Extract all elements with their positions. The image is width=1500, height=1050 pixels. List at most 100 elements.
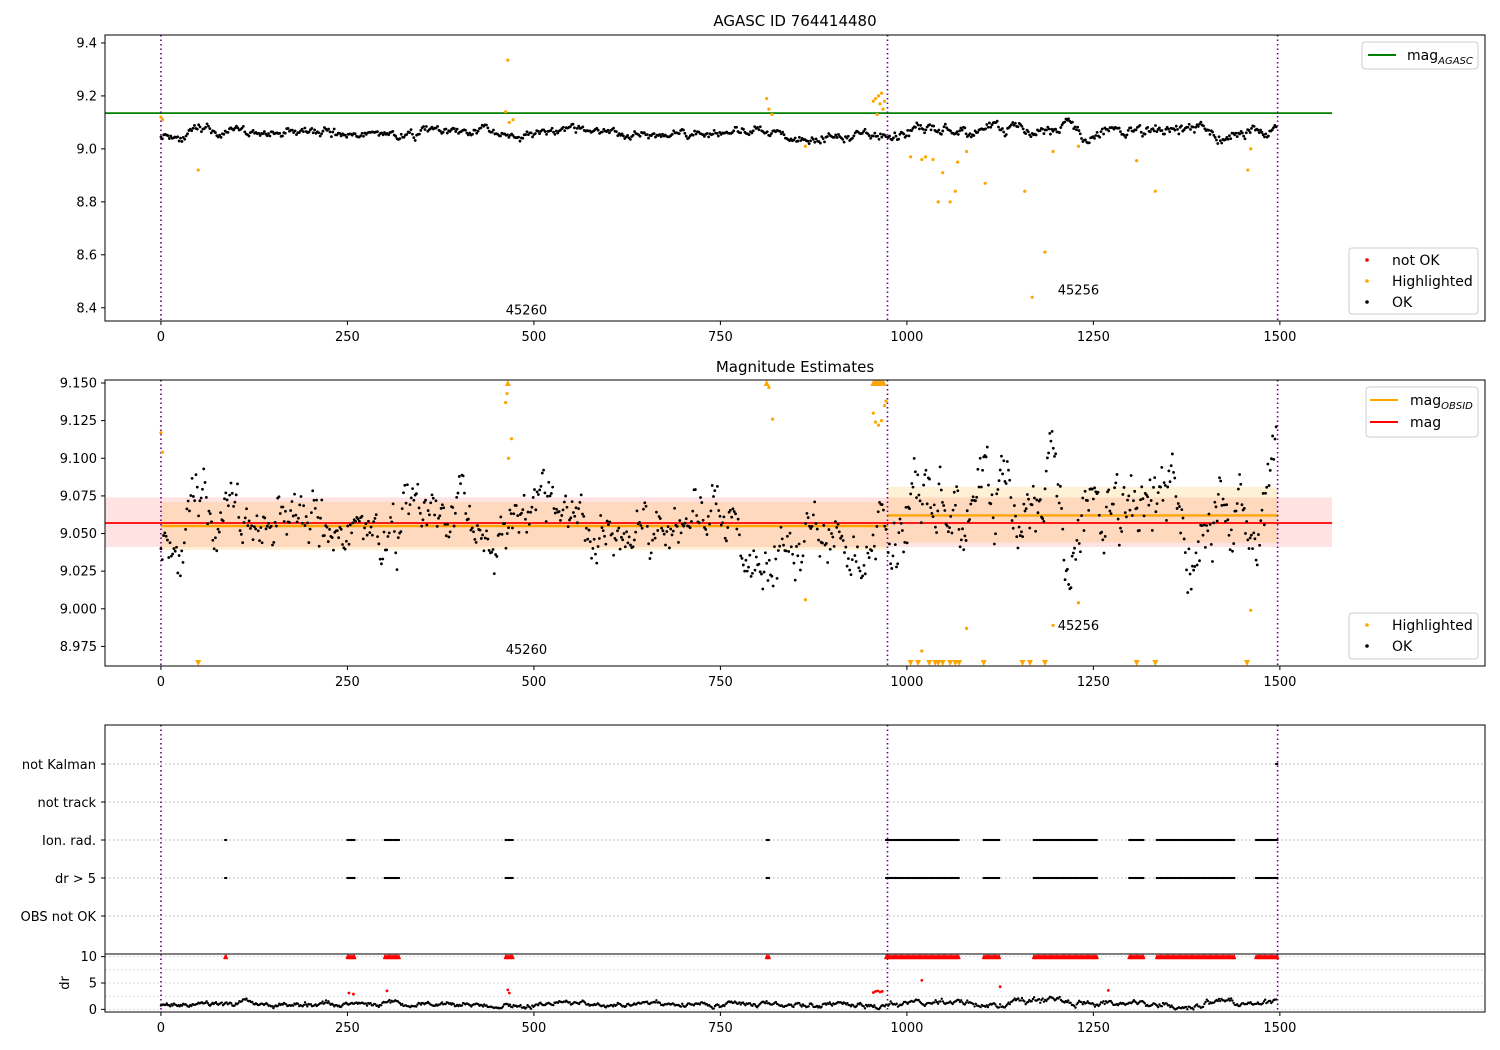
ok-point	[263, 516, 267, 520]
ok-point	[258, 134, 262, 137]
ok-point	[417, 132, 421, 136]
ok-point	[752, 549, 756, 553]
ok-point	[991, 516, 995, 520]
ok-point	[1095, 130, 1099, 134]
ok-point	[823, 140, 826, 144]
x-tick-label: 1000	[890, 330, 923, 345]
dr-point	[452, 1002, 455, 1006]
dr-point	[327, 1000, 330, 1003]
ok-point	[866, 551, 870, 555]
ok-point	[1228, 548, 1232, 552]
ok-point	[1174, 495, 1178, 498]
flag-point	[397, 876, 401, 880]
ok-point	[193, 499, 197, 503]
y-tick-label: 9.2	[76, 89, 97, 104]
ok-point	[742, 128, 745, 131]
ok-point	[207, 509, 211, 513]
dr-point	[1019, 999, 1022, 1002]
ok-point	[1070, 554, 1074, 558]
ok-point	[1255, 563, 1259, 567]
ok-point	[1076, 125, 1080, 129]
ok-point	[293, 492, 296, 496]
ok-point	[1213, 135, 1217, 139]
ok-point	[1217, 135, 1221, 139]
legend-label: Highlighted	[1392, 274, 1473, 290]
ok-point	[876, 510, 880, 514]
ok-point	[393, 530, 396, 533]
ok-point	[974, 499, 977, 503]
dr-point	[296, 1002, 300, 1006]
ok-point	[949, 515, 953, 518]
dr-point	[233, 1004, 236, 1007]
ok-point	[1176, 502, 1180, 505]
ok-point	[825, 135, 829, 138]
ok-point	[1109, 512, 1113, 515]
ok-point	[363, 526, 366, 530]
dr-point	[320, 1002, 323, 1005]
ok-point	[1033, 496, 1036, 500]
dr-point	[180, 1004, 184, 1007]
dr-point	[698, 1003, 701, 1006]
ok-point	[899, 521, 903, 525]
ok-point	[638, 134, 642, 138]
ok-point	[821, 541, 824, 545]
ok-point	[264, 527, 268, 531]
ok-point	[167, 137, 171, 140]
highlighted-point	[936, 200, 940, 204]
ok-point	[376, 130, 379, 134]
ok-point	[871, 533, 875, 537]
ok-point	[313, 128, 317, 132]
ok-point	[978, 456, 982, 460]
ok-point	[411, 132, 414, 136]
ok-point	[444, 127, 448, 131]
ok-point	[1103, 535, 1107, 538]
ok-point	[1237, 487, 1240, 491]
ok-point	[642, 507, 645, 511]
ok-point	[1139, 498, 1142, 502]
ok-point	[529, 131, 533, 135]
ok-point	[588, 540, 592, 544]
ok-point	[1008, 478, 1012, 482]
ok-point	[249, 526, 252, 530]
ok-point	[473, 538, 477, 541]
ok-point	[208, 512, 212, 515]
clipped-high-marker	[504, 380, 511, 386]
ok-point	[448, 530, 452, 534]
ok-point	[459, 482, 462, 485]
ok-point	[486, 537, 490, 541]
ok-point	[551, 485, 555, 489]
ok-point	[626, 134, 629, 137]
dr-point	[323, 1001, 327, 1004]
ok-point	[241, 541, 245, 545]
highlighted-point	[948, 200, 952, 204]
ok-point	[492, 572, 496, 575]
ok-point	[274, 524, 278, 528]
dr-point	[712, 1007, 716, 1010]
ok-point	[631, 545, 635, 549]
ok-point	[902, 132, 906, 136]
ok-point	[1165, 519, 1168, 522]
ok-point	[1231, 549, 1234, 553]
ok-point	[1161, 499, 1165, 502]
flag-point	[1276, 838, 1279, 842]
ok-point	[444, 534, 448, 538]
ok-point	[997, 479, 1001, 483]
dr-point	[966, 999, 969, 1002]
ok-point	[1035, 498, 1039, 502]
dr-point	[508, 1003, 512, 1006]
dr-point	[744, 1004, 747, 1007]
ok-point	[250, 524, 254, 528]
highlighted-point	[767, 385, 771, 390]
dr-point	[379, 1004, 383, 1007]
ok-point	[952, 490, 956, 494]
ok-point	[1218, 476, 1221, 480]
ok-point	[524, 133, 527, 136]
ok-point	[1264, 491, 1267, 495]
ok-point	[372, 520, 376, 524]
ok-point	[659, 135, 663, 139]
dr-point	[830, 1004, 834, 1007]
ok-point	[694, 132, 698, 136]
dr-point	[1076, 1001, 1080, 1004]
legend-frame	[1348, 247, 1479, 315]
